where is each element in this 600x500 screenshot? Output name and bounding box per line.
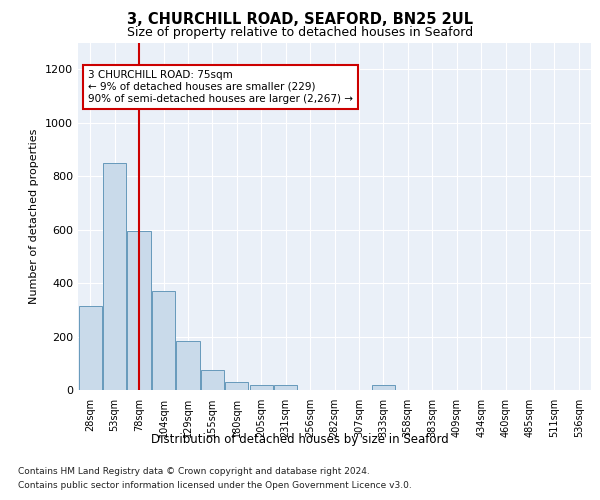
Text: Contains public sector information licensed under the Open Government Licence v3: Contains public sector information licen… bbox=[18, 481, 412, 490]
Text: Size of property relative to detached houses in Seaford: Size of property relative to detached ho… bbox=[127, 26, 473, 39]
Bar bbox=[103, 163, 126, 390]
Bar bbox=[152, 291, 175, 390]
Bar bbox=[274, 385, 297, 390]
Text: 3, CHURCHILL ROAD, SEAFORD, BN25 2UL: 3, CHURCHILL ROAD, SEAFORD, BN25 2UL bbox=[127, 12, 473, 28]
Bar bbox=[250, 385, 273, 390]
Bar bbox=[201, 370, 224, 390]
Bar bbox=[372, 385, 395, 390]
Bar bbox=[127, 231, 151, 390]
Bar bbox=[176, 340, 200, 390]
Text: Distribution of detached houses by size in Seaford: Distribution of detached houses by size … bbox=[151, 432, 449, 446]
Text: 3 CHURCHILL ROAD: 75sqm
← 9% of detached houses are smaller (229)
90% of semi-de: 3 CHURCHILL ROAD: 75sqm ← 9% of detached… bbox=[88, 70, 353, 104]
Y-axis label: Number of detached properties: Number of detached properties bbox=[29, 128, 40, 304]
Text: Contains HM Land Registry data © Crown copyright and database right 2024.: Contains HM Land Registry data © Crown c… bbox=[18, 468, 370, 476]
Bar bbox=[79, 306, 102, 390]
Bar bbox=[225, 382, 248, 390]
